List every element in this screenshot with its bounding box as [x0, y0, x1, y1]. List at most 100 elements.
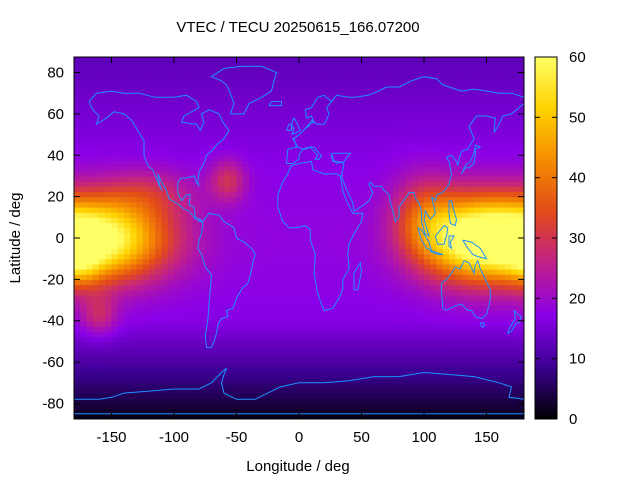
heatmap-cell [330, 408, 338, 415]
heatmap-cell [492, 393, 500, 399]
heatmap-cell [336, 367, 344, 374]
heatmap-cell [380, 253, 388, 260]
heatmap-cell [274, 243, 281, 249]
heatmap-cell [199, 403, 206, 410]
heatmap-cell [111, 206, 119, 213]
heatmap-cell [367, 108, 375, 115]
heatmap-cell [205, 196, 213, 203]
heatmap-cell [505, 103, 513, 110]
heatmap-cell [317, 315, 325, 322]
heatmap-cell [155, 279, 163, 286]
heatmap-cell [299, 320, 306, 327]
heatmap-cell [449, 72, 456, 79]
heatmap-cell [274, 279, 281, 286]
heatmap-cell [155, 67, 163, 74]
heatmap-cell [430, 165, 438, 172]
heatmap-cell [211, 227, 219, 234]
heatmap-cell [392, 346, 400, 353]
heatmap-cell [124, 108, 131, 115]
heatmap-cell [286, 227, 294, 234]
heatmap-cell [317, 305, 325, 311]
heatmap-cell [411, 77, 419, 84]
heatmap-cell [505, 243, 513, 249]
heatmap-cell [399, 88, 406, 94]
heatmap-cell [292, 398, 300, 405]
heatmap-cell [305, 165, 313, 172]
heatmap-cell [249, 134, 256, 141]
heatmap-cell [492, 144, 500, 151]
heatmap-cell [155, 403, 163, 410]
heatmap-cell [174, 274, 181, 280]
heatmap-cell [186, 98, 194, 105]
heatmap-cell [336, 155, 344, 162]
heatmap-cell [192, 367, 200, 374]
heatmap-cell [299, 408, 306, 415]
heatmap-cell [436, 315, 444, 322]
heatmap-cell [442, 351, 450, 358]
heatmap-cell [80, 315, 88, 322]
heatmap-cell [230, 367, 238, 374]
heatmap-cell [186, 387, 194, 394]
heatmap-cell [124, 165, 131, 172]
heatmap-cell [199, 331, 206, 337]
heatmap-cell [411, 67, 419, 74]
heatmap-cell [461, 227, 469, 234]
heatmap-cell [299, 119, 306, 125]
heatmap-cell [305, 238, 313, 244]
heatmap-cell [367, 119, 375, 125]
heatmap-cell [205, 274, 213, 280]
heatmap-cell [305, 139, 313, 146]
heatmap-cell [336, 253, 344, 260]
heatmap-cell [367, 356, 375, 363]
heatmap-cell [192, 129, 200, 136]
heatmap-cell [205, 191, 213, 198]
heatmap-cell [386, 222, 394, 229]
heatmap-cell [224, 222, 231, 229]
heatmap-cell [480, 62, 488, 68]
heatmap-cell [386, 269, 394, 275]
heatmap-cell [324, 186, 331, 193]
heatmap-cell [80, 108, 88, 115]
heatmap-cell [274, 232, 281, 239]
heatmap-cell [124, 320, 131, 327]
heatmap-cell [492, 108, 500, 115]
heatmap-cell [399, 367, 406, 374]
heatmap-cell [499, 351, 506, 358]
heatmap-cell [399, 243, 406, 249]
heatmap-cell [342, 57, 350, 63]
heatmap-cell [299, 269, 306, 275]
heatmap-cell [499, 310, 506, 317]
heatmap-cell [105, 279, 113, 286]
heatmap-cell [74, 408, 81, 415]
heatmap-cell [355, 351, 363, 358]
heatmap-cell [474, 341, 481, 348]
heatmap-cell [317, 181, 325, 187]
heatmap-cell [267, 269, 275, 275]
heatmap-cell [474, 119, 481, 125]
heatmap-cell [136, 108, 144, 115]
heatmap-cell [117, 144, 125, 151]
heatmap-cell [336, 377, 344, 384]
heatmap-cell [499, 408, 506, 415]
heatmap-cell [261, 222, 269, 229]
heatmap-cell [92, 269, 100, 275]
heatmap-cell [255, 315, 263, 322]
heatmap-cell [392, 160, 400, 167]
heatmap-cell [467, 367, 475, 374]
heatmap-cell [167, 325, 175, 332]
heatmap-cell [480, 294, 488, 301]
heatmap-cell [92, 124, 100, 130]
heatmap-cell [174, 372, 181, 379]
heatmap-cell [261, 88, 269, 94]
heatmap-cell [424, 62, 431, 68]
heatmap-cell [480, 258, 488, 265]
heatmap-cell [342, 243, 350, 249]
heatmap-cell [405, 274, 413, 280]
heatmap-cell [399, 227, 406, 234]
heatmap-cell [236, 372, 244, 379]
heatmap-cell [167, 144, 175, 151]
heatmap-cell [74, 124, 81, 130]
heatmap-cell [117, 212, 125, 218]
heatmap-cell [205, 325, 213, 332]
heatmap-cell [224, 206, 231, 213]
